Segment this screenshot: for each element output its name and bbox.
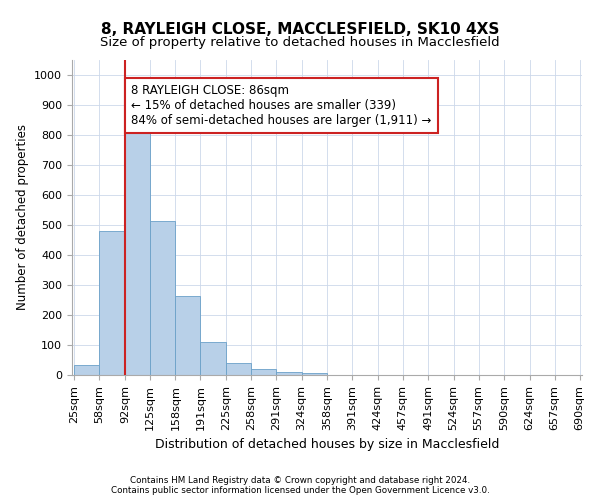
Bar [302, 372, 328, 375]
Bar [100, 231, 125, 375]
Bar [226, 363, 251, 375]
Text: 8 RAYLEIGH CLOSE: 86sqm
← 15% of detached houses are smaller (339)
84% of semi-d: 8 RAYLEIGH CLOSE: 86sqm ← 15% of detache… [131, 84, 431, 127]
Bar [277, 372, 302, 375]
Text: 8, RAYLEIGH CLOSE, MACCLESFIELD, SK10 4XS: 8, RAYLEIGH CLOSE, MACCLESFIELD, SK10 4X… [101, 22, 499, 38]
Bar [251, 369, 277, 375]
Text: Size of property relative to detached houses in Macclesfield: Size of property relative to detached ho… [100, 36, 500, 49]
Text: Contains public sector information licensed under the Open Government Licence v3: Contains public sector information licen… [110, 486, 490, 495]
Y-axis label: Number of detached properties: Number of detached properties [16, 124, 29, 310]
X-axis label: Distribution of detached houses by size in Macclesfield: Distribution of detached houses by size … [155, 438, 499, 451]
Bar [150, 220, 175, 375]
Bar [125, 129, 150, 375]
Bar [74, 365, 100, 375]
Bar [200, 342, 226, 375]
Text: Contains HM Land Registry data © Crown copyright and database right 2024.: Contains HM Land Registry data © Crown c… [130, 476, 470, 485]
Bar [175, 296, 200, 375]
